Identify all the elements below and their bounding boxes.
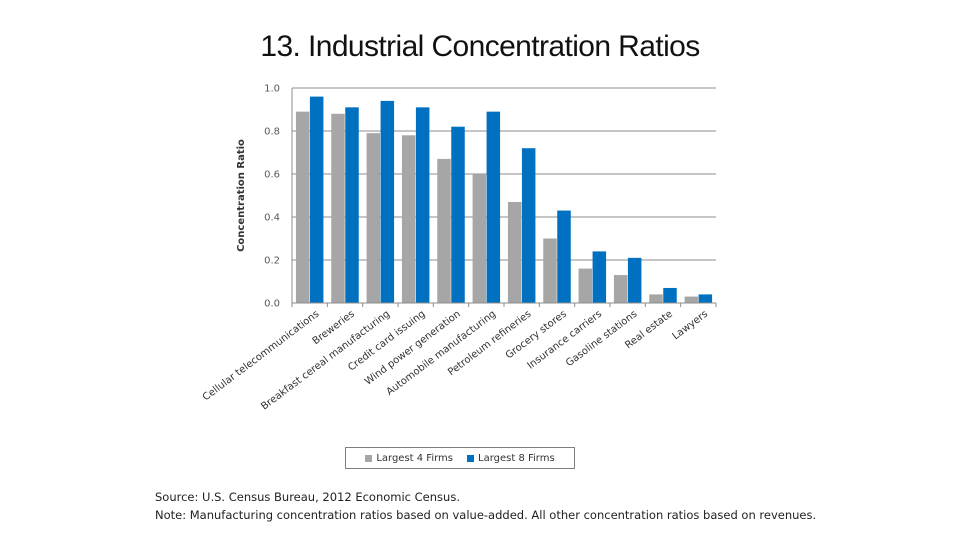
legend-item-largest-4: Largest 4 Firms [365, 453, 453, 464]
y-tick-label: 0.6 [264, 170, 280, 181]
bar-largest-4 [613, 275, 628, 303]
x-category-label: Lawyers [671, 309, 711, 343]
bar-largest-8 [521, 148, 536, 303]
note-text: Note: Manufacturing concentration ratios… [155, 508, 817, 522]
bar-largest-4 [472, 174, 487, 303]
bar-largest-8 [380, 100, 395, 304]
bar-largest-4 [295, 111, 310, 304]
x-category-label: Breakfast cereal manufacturing [259, 309, 392, 413]
y-axis-title: Concentration Ratio [236, 139, 247, 252]
source-text: Source: U.S. Census Bureau, 2012 Economi… [155, 490, 460, 504]
y-tick-label: 0.2 [264, 256, 280, 267]
legend-swatch-largest-8 [467, 454, 474, 462]
bar-largest-8 [415, 107, 430, 303]
legend-item-largest-8: Largest 8 Firms [467, 453, 555, 464]
source-note-block: Source: U.S. Census Bureau, 2012 Economi… [155, 488, 945, 524]
bar-largest-8 [345, 107, 359, 303]
bar-largest-4 [578, 268, 593, 303]
bar-largest-8 [451, 126, 465, 303]
bar-largest-4 [649, 294, 663, 303]
x-category-label: Cellular telecommunications [201, 309, 322, 404]
bar-largest-8 [557, 210, 571, 303]
bar-largest-8 [663, 287, 677, 303]
bar-largest-4 [437, 158, 451, 303]
bar-largest-8 [309, 96, 324, 303]
x-category-label: Grocery stores [504, 309, 569, 362]
bar-largest-8 [627, 257, 642, 303]
bar-largest-4 [366, 133, 381, 303]
y-tick-label: 0.0 [264, 299, 280, 310]
bar-largest-4 [543, 238, 557, 303]
bar-largest-4 [331, 113, 345, 303]
bar-largest-8 [486, 111, 501, 304]
legend-swatch-largest-4 [365, 454, 373, 462]
bar-largest-8 [592, 251, 607, 303]
chart-legend: Largest 4 Firms Largest 8 Firms [345, 447, 575, 469]
bar-largest-8 [698, 294, 713, 303]
legend-label-largest-8: Largest 8 Firms [478, 452, 555, 464]
legend-label-largest-4: Largest 4 Firms [376, 452, 453, 464]
y-tick-label: 1.0 [264, 84, 280, 95]
bar-largest-4 [401, 135, 416, 303]
bar-largest-4 [684, 296, 699, 303]
bar-largest-4 [507, 201, 522, 303]
slide-title: 13. Industrial Concentration Ratios [260, 30, 700, 63]
y-tick-label: 0.4 [264, 213, 280, 224]
y-tick-label: 0.8 [264, 127, 280, 138]
